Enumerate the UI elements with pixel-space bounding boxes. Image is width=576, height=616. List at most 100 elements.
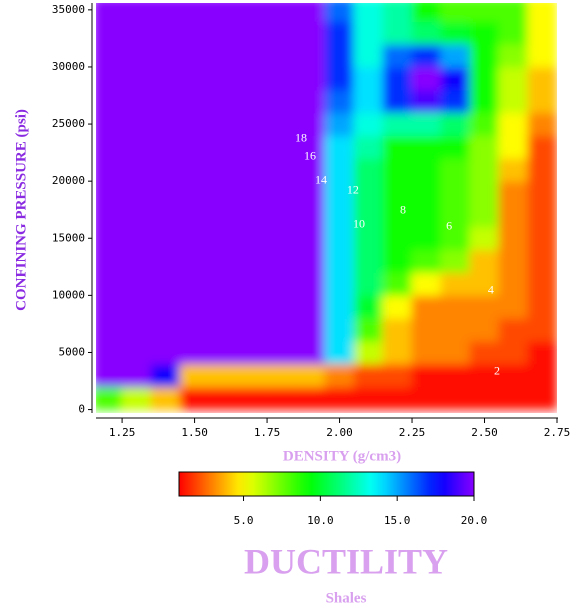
heat-cell [295,3,326,22]
heat-cell [208,226,239,251]
heat-cell [295,20,326,45]
heat-cell [527,249,557,274]
heat-cell [208,203,239,228]
heat-cell [96,203,123,228]
heat-cell [121,89,152,114]
heat-cell [353,112,384,136]
heat-cell [440,134,471,159]
heat-cell [382,43,413,68]
heat-cell [150,340,181,365]
heat-cell [527,272,557,296]
heat-cell [353,249,384,274]
heat-cell [96,386,123,411]
heat-cell [498,66,529,91]
heat-cell [411,20,442,45]
heat-cell [382,203,413,228]
heat-cell [324,363,355,388]
y-tick-label: 25000 [52,117,85,130]
heat-cell [295,43,326,68]
heat-cell [498,203,529,228]
heat-cell [150,386,181,411]
contour-label: 2 [494,363,500,377]
y-tick-label: 10000 [52,288,85,301]
heat-cell [237,203,268,228]
heatmap-cells [96,3,557,411]
heat-cell [179,363,210,388]
heat-cell [498,272,529,296]
heat-cell [440,157,471,182]
heat-cell [469,89,500,114]
heat-cell [440,20,471,45]
heat-cell [295,157,326,182]
heat-cell [179,20,210,45]
heat-cell [237,249,268,274]
heat-cell [208,89,239,114]
heat-cell [96,226,123,251]
heat-cell [208,3,239,22]
heat-cell [121,363,152,388]
heat-cell [324,43,355,68]
heat-cell [295,66,326,91]
heat-cell [353,340,384,365]
heat-cell [295,272,326,296]
heat-cell [324,294,355,319]
heat-cell [208,340,239,365]
heat-cell [498,89,529,114]
heat-cell [150,89,181,114]
heat-cell [527,340,557,365]
heat-cell [498,180,529,205]
heat-cell [208,134,239,159]
heat-cell [96,272,123,296]
heat-cell [353,363,384,388]
heat-cell [121,134,152,159]
heat-cell [295,226,326,251]
heat-cell [498,363,529,388]
heat-cell [440,203,471,228]
heat-cell [295,294,326,319]
heat-cell [179,66,210,91]
contour-label: 4 [488,282,494,296]
heat-cell [498,386,529,411]
heat-cell [353,43,384,68]
axes: 0 5000 10000 15000 20000 25000 30000 35000 1.25 1… [52,3,570,439]
heat-cell [179,157,210,182]
heat-cell [96,363,123,388]
heat-cell [150,203,181,228]
x-tick-label: 1.50 [181,426,208,439]
heat-cell [237,272,268,296]
heat-cell [179,340,210,365]
heat-cell [96,340,123,365]
heat-cell [527,89,557,114]
heat-cell [150,226,181,251]
contour-label: 16 [304,148,316,162]
heat-cell [469,20,500,45]
heat-cell [527,157,557,182]
heat-cell [527,112,557,136]
heat-cell [382,89,413,114]
colorbar [178,471,475,497]
heat-cell [498,157,529,182]
heat-cell [498,20,529,45]
contour-label: 10 [353,216,365,230]
heat-cell [382,294,413,319]
heat-cell [469,386,500,411]
heat-cell [440,386,471,411]
heat-cell [469,3,500,22]
heat-cell [150,294,181,319]
heat-cell [121,249,152,274]
y-tick-label: 30000 [52,60,85,73]
heat-cell [179,43,210,68]
heat-cell [237,20,268,45]
colorbar-tick-label: 15.0 [384,514,411,527]
heat-cell [382,317,413,342]
x-tick-label: 2.75 [544,426,571,439]
heat-cell [498,294,529,319]
heat-cell [237,226,268,251]
heat-cell [266,43,297,68]
heat-cell [237,340,268,365]
heat-cell [440,272,471,296]
heat-cell [179,272,210,296]
heat-cell [469,43,500,68]
heat-cell [150,134,181,159]
heat-cell [382,340,413,365]
